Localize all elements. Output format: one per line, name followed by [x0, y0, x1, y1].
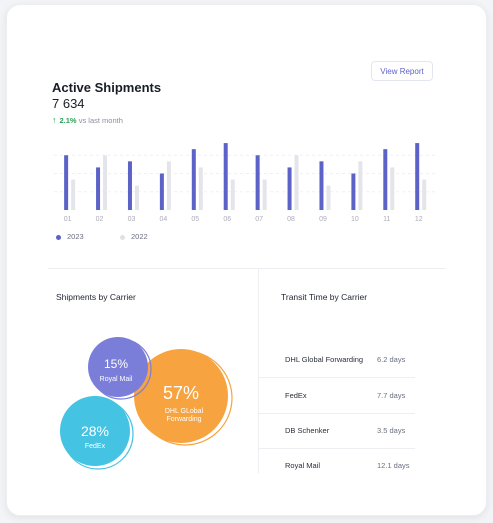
carrier-bubble-chart: 15% Royal Mail 57% DHL GLobal Forwarding…: [60, 337, 233, 470]
legend-item-2023: 2023: [56, 232, 84, 241]
x-tick-label: 01: [64, 216, 72, 223]
legend-label: 2023: [67, 232, 84, 241]
fedex-bubble: [60, 396, 130, 466]
transit-days: 7.7 days: [377, 391, 406, 400]
x-tick-label: 06: [223, 216, 231, 223]
bar-2022-05: [198, 167, 203, 210]
carriers-title: Shipments by Carrier: [56, 292, 136, 302]
bar-2022-02: [103, 155, 108, 210]
x-tick-label: 05: [191, 216, 199, 223]
legend-dot-icon: [120, 234, 125, 240]
dhl-label-line-2: Forwarding: [166, 416, 201, 423]
view-report-button[interactable]: View Report: [371, 61, 433, 81]
transit-carrier: DHL Global Forwarding: [285, 355, 364, 364]
x-tick-label: 07: [255, 216, 263, 223]
dhl-label-line-1: DHL GLobal: [165, 408, 204, 415]
x-tick-label: 02: [96, 216, 104, 223]
bar-2023-12: [415, 143, 420, 210]
shipments-total: 7 634: [52, 96, 85, 111]
bar-2023-03: [127, 161, 132, 210]
royal-mail-label: Royal Mail: [100, 376, 133, 383]
legend-item-2022: 2022: [120, 232, 148, 241]
transit-row: DHL Global Forwarding 6.2 days: [259, 343, 415, 378]
royal-mail-bubble: [88, 337, 148, 397]
bar-2022-11: [390, 167, 395, 210]
x-tick-label: 03: [128, 216, 136, 223]
transit-days: 12.1 days: [377, 461, 410, 470]
transit-row: Royal Mail 12.1 days: [259, 449, 415, 483]
transit-carrier: Royal Mail: [285, 461, 321, 470]
transit-days: 3.5 days: [377, 426, 406, 435]
trend-text: vs last month: [78, 116, 123, 125]
x-tick-label: 12: [415, 216, 423, 223]
bar-2022-07: [262, 179, 267, 210]
page-title: Active Shipments: [52, 80, 162, 95]
bar-2023-11: [383, 149, 388, 210]
transit-days: 6.2 days: [377, 355, 406, 364]
bar-2022-12: [422, 179, 427, 210]
fedex-label: FedEx: [85, 443, 106, 450]
bar-2023-09: [319, 161, 324, 210]
bar-2023-04: [159, 173, 164, 210]
bar-2022-09: [326, 185, 331, 210]
x-tick-label: 08: [287, 216, 295, 223]
bar-2022-03: [134, 185, 139, 210]
bar-2023-06: [223, 143, 228, 210]
section-divider: [48, 268, 446, 269]
arrow-up-icon: ↑: [52, 115, 57, 125]
x-tick-label: 11: [383, 216, 390, 223]
bar-2022-06: [230, 179, 235, 210]
bar-2023-01: [64, 155, 69, 210]
trend-indicator: ↑ 2.1% vs last month: [52, 115, 123, 125]
fedex-percent: 28%: [81, 423, 109, 439]
bar-2023-02: [96, 167, 101, 210]
legend-dot-icon: [56, 234, 61, 240]
bar-2023-10: [351, 173, 356, 210]
x-tick-label: 04: [159, 216, 167, 223]
bar-2022-01: [71, 179, 76, 210]
x-tick-label: 10: [351, 216, 359, 223]
transit-row: DB Schenker 3.5 days: [259, 414, 415, 449]
trend-value: 2.1%: [59, 116, 77, 125]
bar-2023-05: [191, 149, 196, 210]
transit-row: FedEx 7.7 days: [259, 379, 415, 414]
dhl-percent: 57%: [163, 383, 199, 403]
transit-title: Transit Time by Carrier: [281, 292, 368, 302]
x-tick-label: 09: [319, 216, 327, 223]
bar-2022-04: [166, 161, 171, 210]
legend-label: 2022: [131, 232, 148, 241]
bar-2022-08: [294, 155, 299, 210]
transit-carrier: FedEx: [285, 391, 307, 400]
column-divider: [258, 269, 259, 473]
bar-2023-08: [287, 167, 292, 210]
transit-carrier: DB Schenker: [285, 426, 330, 435]
bar-2022-10: [358, 161, 363, 210]
dhl-bubble: [134, 349, 228, 443]
bar-2023-07: [255, 155, 260, 210]
royal-mail-percent: 15%: [104, 357, 128, 371]
